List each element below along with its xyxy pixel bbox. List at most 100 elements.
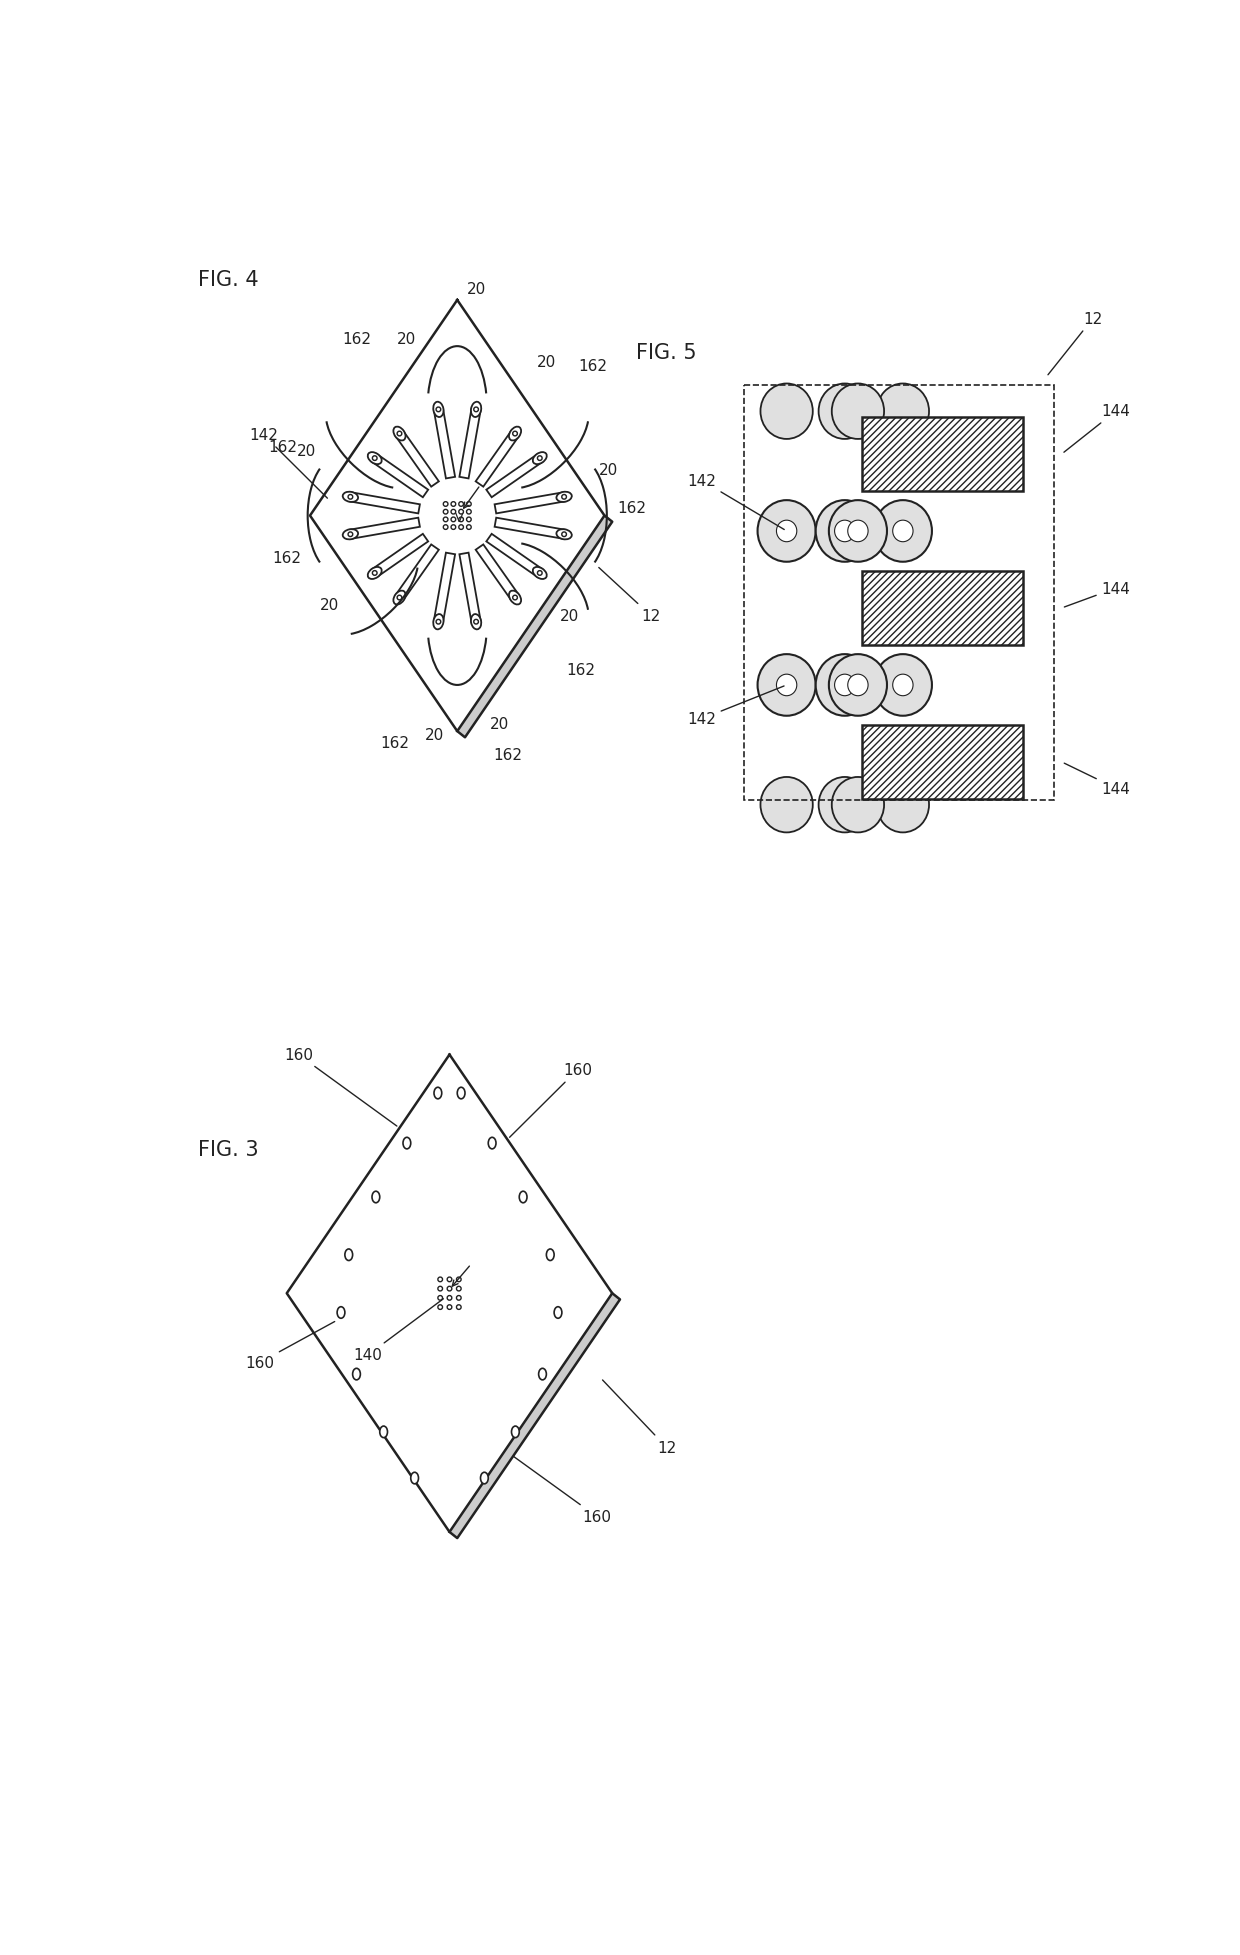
- Ellipse shape: [562, 495, 567, 500]
- Text: 162: 162: [578, 358, 608, 373]
- Ellipse shape: [520, 1193, 527, 1202]
- Ellipse shape: [456, 1277, 461, 1282]
- Polygon shape: [486, 534, 542, 577]
- Ellipse shape: [557, 530, 572, 540]
- Text: 162: 162: [268, 440, 298, 454]
- Text: 142: 142: [687, 686, 784, 727]
- Text: 20: 20: [599, 463, 618, 477]
- Ellipse shape: [433, 614, 444, 630]
- Bar: [862, 418, 1023, 491]
- Polygon shape: [350, 493, 420, 514]
- Ellipse shape: [451, 518, 456, 522]
- Polygon shape: [476, 432, 518, 487]
- Ellipse shape: [828, 655, 887, 716]
- Ellipse shape: [342, 530, 358, 540]
- Text: 160: 160: [513, 1456, 611, 1525]
- Ellipse shape: [547, 1249, 554, 1261]
- Ellipse shape: [893, 520, 913, 542]
- Ellipse shape: [474, 409, 479, 413]
- Ellipse shape: [758, 655, 816, 716]
- Ellipse shape: [760, 778, 812, 833]
- Ellipse shape: [832, 385, 884, 440]
- Polygon shape: [372, 456, 428, 499]
- Ellipse shape: [816, 500, 874, 563]
- Polygon shape: [476, 545, 518, 600]
- Ellipse shape: [348, 495, 352, 500]
- Ellipse shape: [557, 493, 572, 502]
- Polygon shape: [350, 518, 420, 540]
- Ellipse shape: [466, 502, 471, 506]
- Ellipse shape: [466, 526, 471, 530]
- Text: 20: 20: [320, 598, 339, 612]
- Polygon shape: [495, 518, 565, 540]
- Ellipse shape: [379, 1427, 387, 1437]
- Ellipse shape: [471, 614, 481, 630]
- Ellipse shape: [776, 520, 797, 542]
- Text: 162: 162: [567, 663, 595, 678]
- Ellipse shape: [352, 1368, 361, 1380]
- Ellipse shape: [397, 596, 402, 600]
- Ellipse shape: [466, 518, 471, 522]
- Ellipse shape: [372, 1193, 379, 1202]
- Polygon shape: [396, 432, 439, 487]
- Polygon shape: [434, 553, 455, 624]
- Ellipse shape: [537, 457, 542, 461]
- Ellipse shape: [816, 655, 874, 716]
- Ellipse shape: [537, 571, 542, 577]
- Ellipse shape: [372, 457, 377, 461]
- Ellipse shape: [760, 385, 812, 440]
- Polygon shape: [459, 553, 481, 624]
- Text: 162: 162: [381, 735, 409, 751]
- Polygon shape: [458, 516, 613, 737]
- Text: 20: 20: [467, 282, 486, 297]
- Ellipse shape: [372, 571, 377, 577]
- Ellipse shape: [459, 518, 464, 522]
- Ellipse shape: [448, 1277, 451, 1282]
- Ellipse shape: [456, 1296, 461, 1300]
- Ellipse shape: [456, 1306, 461, 1310]
- Ellipse shape: [451, 526, 456, 530]
- Ellipse shape: [438, 1306, 443, 1310]
- Ellipse shape: [397, 432, 402, 436]
- Ellipse shape: [512, 596, 517, 600]
- Bar: [862, 725, 1023, 800]
- Ellipse shape: [436, 409, 440, 413]
- Ellipse shape: [489, 1138, 496, 1150]
- Ellipse shape: [481, 1472, 489, 1484]
- Ellipse shape: [877, 778, 929, 833]
- Ellipse shape: [368, 567, 382, 581]
- Ellipse shape: [444, 526, 448, 530]
- Ellipse shape: [562, 532, 567, 538]
- Ellipse shape: [533, 567, 547, 581]
- Text: 20: 20: [397, 332, 417, 346]
- Ellipse shape: [835, 520, 854, 542]
- Text: 140: 140: [353, 1298, 444, 1363]
- Polygon shape: [495, 493, 565, 514]
- Ellipse shape: [393, 428, 405, 442]
- Ellipse shape: [835, 674, 854, 696]
- Bar: [862, 573, 1023, 645]
- Text: FIG. 5: FIG. 5: [635, 342, 696, 362]
- Ellipse shape: [818, 385, 870, 440]
- Text: 144: 144: [1064, 764, 1131, 796]
- Ellipse shape: [438, 1277, 443, 1282]
- Polygon shape: [372, 534, 428, 577]
- Text: 162: 162: [342, 332, 371, 346]
- Text: 12: 12: [603, 1380, 676, 1455]
- Polygon shape: [396, 545, 439, 600]
- Ellipse shape: [410, 1472, 419, 1484]
- Text: 160: 160: [246, 1322, 335, 1370]
- Ellipse shape: [448, 1286, 451, 1290]
- Text: 162: 162: [494, 747, 522, 762]
- Ellipse shape: [828, 500, 887, 563]
- Ellipse shape: [877, 385, 929, 440]
- Ellipse shape: [434, 1087, 441, 1099]
- Text: 20: 20: [537, 356, 556, 369]
- Ellipse shape: [444, 518, 448, 522]
- Text: 162: 162: [618, 500, 646, 516]
- Ellipse shape: [466, 510, 471, 514]
- Text: 20: 20: [560, 608, 579, 624]
- Polygon shape: [434, 409, 455, 479]
- Polygon shape: [459, 409, 481, 479]
- Text: 160: 160: [510, 1064, 591, 1138]
